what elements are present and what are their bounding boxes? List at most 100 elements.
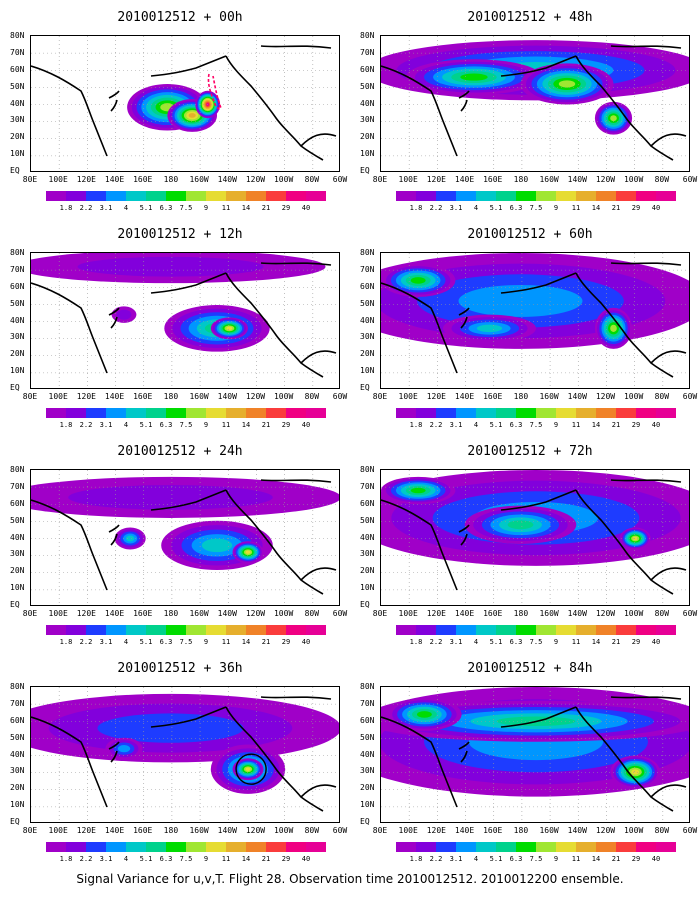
- coastline: [150, 272, 227, 294]
- coastline: [610, 45, 682, 49]
- coastline: [650, 350, 687, 364]
- colorbar-swatch: [636, 625, 656, 635]
- colorbar-swatch: [496, 842, 516, 852]
- x-tick-label: 180: [163, 609, 179, 618]
- colorbar-swatch: [86, 625, 106, 635]
- colorbar-swatch: [516, 408, 536, 418]
- coastline: [500, 489, 577, 511]
- variance-contour: [68, 485, 273, 510]
- variance-contour: [245, 550, 251, 554]
- coastline: [108, 524, 120, 546]
- colorbar-swatch: [286, 842, 306, 852]
- colorbar: [396, 842, 676, 852]
- variance-contour: [188, 113, 196, 118]
- coastline: [260, 262, 332, 266]
- variance-contour: [458, 284, 583, 317]
- colorbar-label: 6.3: [509, 421, 523, 429]
- colorbar-swatch: [186, 191, 206, 201]
- colorbar: [46, 191, 326, 201]
- map-panel: 2010012512 + 84h 80N 70N 60N 50N 40N 30N 20N 10N…: [360, 661, 700, 876]
- colorbar-swatch: [416, 625, 436, 635]
- colorbar: [396, 408, 676, 418]
- x-tick-label: 80E: [372, 826, 388, 835]
- colorbar-swatch: [396, 842, 416, 852]
- colorbar-label: 2.2: [79, 855, 93, 863]
- colorbar-label: 14: [591, 638, 601, 646]
- x-tick-label: 100E: [48, 175, 68, 184]
- colorbar-swatch: [616, 191, 636, 201]
- y-tick-label: EQ: [360, 166, 370, 175]
- colorbar-label: 4: [473, 855, 479, 863]
- x-tick-label: 100W: [273, 826, 294, 835]
- variance-contour: [632, 536, 638, 541]
- colorbar-swatch: [206, 842, 226, 852]
- y-tick-label: 80N: [10, 465, 25, 474]
- colorbar-swatch: [226, 408, 246, 418]
- y-tick-label: 60N: [360, 498, 375, 508]
- colorbar-swatch: [66, 408, 86, 418]
- coastline: [381, 716, 458, 808]
- panel-title: 2010012512 + 60h: [467, 227, 593, 242]
- coastline: [500, 706, 577, 728]
- coastline: [458, 307, 470, 329]
- colorbar-swatch: [656, 191, 676, 201]
- colorbar-swatch: [46, 625, 66, 635]
- variance-contour: [97, 713, 244, 743]
- x-tick-label: 180: [163, 392, 179, 401]
- colorbar-swatch: [286, 625, 306, 635]
- x-tick-label: 60W: [332, 609, 348, 618]
- coastline: [500, 272, 577, 294]
- colorbar-label: 40: [301, 204, 311, 212]
- coastline: [300, 350, 337, 364]
- x-tick-label: 160W: [539, 609, 559, 618]
- coastline: [381, 499, 458, 591]
- y-tick-label: 40N: [10, 532, 25, 542]
- colorbar-label: 1.8: [59, 638, 73, 646]
- colorbar-label: 2.2: [79, 204, 93, 212]
- colorbar-label: 29: [281, 855, 291, 863]
- colorbar-swatch: [556, 842, 576, 852]
- x-tick-label: 120W: [595, 826, 616, 835]
- colorbar-label: 6.3: [159, 638, 173, 646]
- colorbar-swatch: [596, 625, 616, 635]
- coastline: [300, 133, 337, 147]
- coastline: [108, 741, 120, 763]
- map-area: [380, 686, 690, 823]
- x-tick-label: 140E: [104, 609, 125, 618]
- map-panel: 2010012512 + 00h 80N 70N 60N 50N 40N 30N 20N 10N…: [10, 10, 350, 225]
- x-tick-label: 120E: [76, 609, 96, 618]
- colorbar-label: 21: [611, 855, 621, 863]
- x-tick-label: 180: [163, 826, 179, 835]
- x-tick-label: 140W: [567, 392, 587, 401]
- colorbar-swatch: [636, 191, 656, 201]
- colorbar-swatch: [146, 625, 166, 635]
- colorbar-label: 11: [571, 204, 581, 212]
- colorbar-label: 3.1: [99, 204, 113, 212]
- colorbar-swatch: [146, 408, 166, 418]
- y-tick-label: 30N: [360, 332, 375, 342]
- y-tick-label: 50N: [10, 298, 25, 308]
- colorbar-label: 5.1: [139, 638, 153, 646]
- colorbar-swatch: [576, 408, 596, 418]
- coastline: [260, 696, 332, 700]
- x-tick-label: 100W: [623, 609, 644, 618]
- y-tick-label: 40N: [360, 98, 375, 108]
- colorbar-label: 1.8: [409, 638, 423, 646]
- coastline: [225, 55, 324, 161]
- x-tick-label: 120E: [426, 609, 446, 618]
- x-tick-label: 140E: [454, 175, 475, 184]
- y-tick-label: 50N: [10, 81, 25, 91]
- x-tick-label: 180: [513, 826, 529, 835]
- x-tick-label: 140W: [217, 175, 237, 184]
- x-tick-label: 100E: [48, 392, 68, 401]
- colorbar-swatch: [416, 408, 436, 418]
- colorbar-swatch: [636, 408, 656, 418]
- y-tick-label: 30N: [360, 549, 375, 559]
- variance-contour: [558, 80, 576, 88]
- x-tick-label: 140E: [104, 826, 125, 835]
- colorbar-swatch: [226, 625, 246, 635]
- x-tick-label: 160W: [189, 609, 209, 618]
- colorbar-label: 4: [473, 204, 479, 212]
- colorbar-label: 1.8: [59, 204, 73, 212]
- map-area: [380, 252, 690, 389]
